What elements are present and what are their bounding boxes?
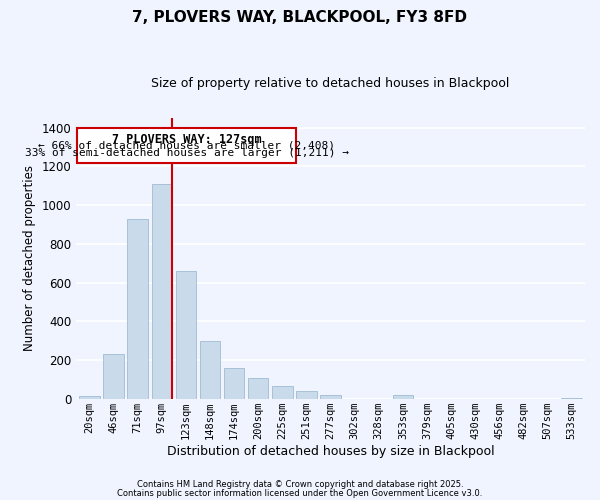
Bar (79, 396, 100, 398)
Bar (272, 386, 293, 398)
Bar (77, 128, 296, 163)
Bar (152, 184, 172, 398)
Title: Size of property relative to detached houses in Blackpool: Size of property relative to detached ho… (151, 78, 510, 90)
Bar (248, 378, 268, 398)
Y-axis label: Number of detached properties: Number of detached properties (23, 166, 36, 352)
Text: 7 PLOVERS WAY: 127sqm: 7 PLOVERS WAY: 127sqm (112, 132, 262, 145)
Bar (200, 341, 220, 398)
Bar (224, 368, 244, 398)
Text: 7, PLOVERS WAY, BLACKPOOL, FY3 8FD: 7, PLOVERS WAY, BLACKPOOL, FY3 8FD (133, 10, 467, 25)
Bar (103, 354, 124, 399)
Bar (127, 218, 148, 398)
X-axis label: Distribution of detached houses by size in Blackpool: Distribution of detached houses by size … (167, 444, 494, 458)
Bar (296, 392, 317, 398)
Text: 33% of semi-detached houses are larger (1,211) →: 33% of semi-detached houses are larger (… (25, 148, 349, 158)
Bar (392, 395, 413, 398)
Text: ← 66% of detached houses are smaller (2,408): ← 66% of detached houses are smaller (2,… (38, 141, 335, 151)
Bar (176, 271, 196, 398)
Text: Contains HM Land Registry data © Crown copyright and database right 2025.: Contains HM Land Registry data © Crown c… (137, 480, 463, 489)
Text: Contains public sector information licensed under the Open Government Licence v3: Contains public sector information licen… (118, 488, 482, 498)
Bar (320, 395, 341, 398)
